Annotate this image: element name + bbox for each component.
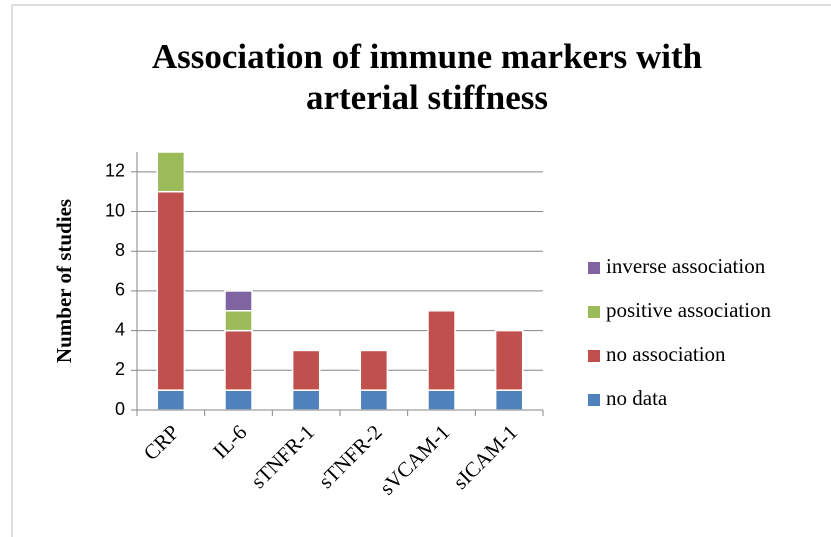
x-tick-label: sTNFR-1 (246, 420, 319, 493)
bar-segment (224, 290, 253, 312)
legend-label: no data (606, 386, 668, 410)
bar-segment (291, 349, 321, 391)
bar-segment (156, 389, 186, 411)
y-tick-label: 4 (115, 319, 125, 339)
bar-segment (359, 389, 389, 411)
chart-title: arterial stiffness (306, 78, 548, 117)
legend-label: positive association (606, 298, 772, 322)
x-tick-label: CRP (139, 420, 184, 465)
bar-segment (156, 190, 186, 391)
bar-segment (427, 310, 456, 391)
chart-frame (11, 4, 831, 537)
bar-segment (494, 389, 524, 411)
bar-segment (224, 310, 253, 332)
x-tick-label: sVCAM-1 (375, 420, 455, 500)
bar-segment (224, 329, 253, 391)
y-tick-label: 6 (115, 280, 125, 300)
y-tick-label: 2 (115, 359, 125, 379)
legend-swatch (588, 306, 600, 318)
x-tick-label: sICAM-1 (448, 420, 522, 494)
y-axis-label: Number of studies (52, 199, 76, 363)
bar-segment (494, 329, 524, 391)
y-tick-label: 0 (115, 399, 125, 419)
legend-swatch (588, 350, 600, 362)
legend-label: no association (606, 342, 726, 366)
x-tick-label: IL-6 (208, 420, 251, 463)
bar-segment (291, 389, 321, 411)
bar-segment (156, 151, 186, 193)
y-tick-label: 12 (105, 161, 125, 181)
legend-swatch (588, 394, 600, 406)
bar-segment (427, 389, 456, 411)
legend-label: inverse association (606, 254, 766, 278)
y-tick-label: 8 (115, 240, 125, 260)
bar-segment (359, 349, 389, 391)
chart-title: Association of immune markers with (152, 37, 702, 76)
bar-segment (224, 389, 253, 411)
legend-swatch (588, 262, 600, 274)
y-tick-label: 10 (105, 200, 125, 220)
